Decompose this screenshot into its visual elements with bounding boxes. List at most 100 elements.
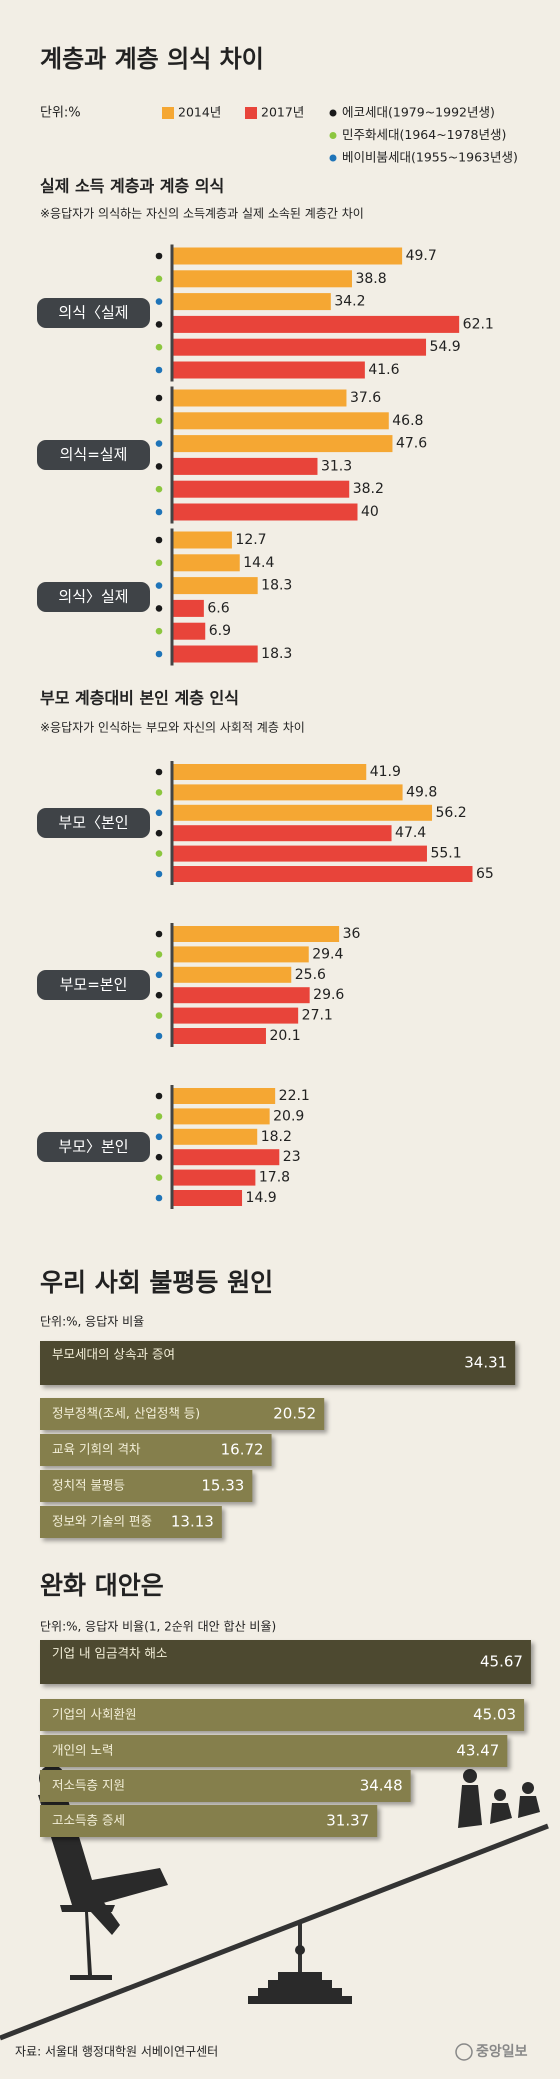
category-label: 부모=본인	[60, 976, 128, 994]
category-pill	[37, 808, 150, 838]
bar	[173, 845, 427, 862]
generation-dot	[155, 605, 163, 612]
bar	[173, 338, 427, 356]
generation-dot	[155, 951, 163, 958]
bar	[173, 622, 206, 640]
page-title: 계층과 계층 의식 차이	[40, 45, 264, 73]
legend-dot	[329, 154, 337, 162]
generation-dot	[155, 440, 163, 447]
bar	[173, 645, 258, 663]
category-label: 정부정책(조세, 산업정책 등)	[52, 1406, 200, 1421]
bar	[173, 531, 232, 549]
generation-dot	[155, 1153, 163, 1161]
person-body	[490, 1803, 512, 1824]
value-label: 49.7	[406, 248, 437, 264]
value-label: 29.6	[313, 987, 344, 1003]
bar	[173, 315, 460, 333]
generation-dot	[155, 508, 163, 516]
value-label: 20.9	[273, 1108, 304, 1124]
source: 자료: 서울대 행정대학원 서베이연구센터	[15, 2044, 218, 2059]
bar	[173, 270, 352, 288]
generation-dot	[155, 366, 163, 374]
value-label: 55.1	[430, 846, 461, 862]
category-label: 부모세대의 상속과 증여	[52, 1347, 175, 1362]
bar	[173, 361, 365, 379]
bar	[40, 1398, 325, 1430]
value-label: 18.3	[261, 578, 292, 594]
value-label: 37.6	[350, 390, 381, 406]
generation-dot	[155, 321, 163, 328]
person-head	[463, 1769, 477, 1783]
person-head	[494, 1789, 506, 1801]
value-label: 14.9	[246, 1190, 277, 1206]
value-label: 45.03	[473, 1706, 516, 1724]
category-label: 의식〉실제	[58, 588, 128, 606]
category-label: 의식=실제	[60, 446, 128, 464]
value-label: 20.52	[273, 1405, 316, 1423]
bar	[173, 784, 403, 801]
generation-dot	[155, 559, 163, 567]
bar	[173, 966, 292, 983]
generation-dot	[155, 485, 163, 493]
generation-dot	[155, 252, 163, 260]
generation-dot	[155, 650, 163, 658]
bar	[173, 1149, 280, 1166]
bar	[40, 1640, 531, 1684]
chart-title: 실제 소득 계층과 계층 의식	[40, 177, 224, 196]
category-pill	[37, 1132, 150, 1162]
bar	[40, 1470, 253, 1502]
person-body	[458, 1785, 482, 1828]
bar	[173, 764, 367, 780]
value-label: 13.13	[171, 1513, 214, 1531]
value-label: 17.8	[259, 1170, 290, 1186]
generation-dot	[155, 768, 163, 776]
bar	[173, 1088, 276, 1104]
generation-dot	[155, 1012, 163, 1019]
chart-note: ※응답자가 의식하는 자신의 소득계층과 실제 소속된 계층간 차이	[40, 207, 364, 221]
category-label: 기업 내 임금격차 해소	[52, 1646, 167, 1661]
value-label: 41.6	[368, 362, 399, 378]
value-label: 34.2	[334, 294, 365, 310]
generation-dot	[155, 275, 163, 283]
category-label: 부모〈본인	[58, 814, 128, 832]
legend-dot	[329, 132, 337, 139]
chair	[60, 1905, 115, 1980]
bar	[40, 1735, 508, 1767]
generation-dot	[155, 971, 163, 979]
value-label: 6.6	[207, 600, 229, 616]
logo: 중앙일보	[476, 2043, 528, 2060]
bar	[173, 389, 347, 407]
chart-note: 단위:%, 응답자 비율	[40, 1315, 144, 1329]
bar	[173, 1108, 270, 1125]
step	[268, 1980, 332, 1988]
bar	[173, 599, 204, 617]
value-label: 47.6	[396, 436, 427, 452]
bar	[173, 987, 310, 1004]
category-label: 정치적 불평등	[52, 1478, 125, 1493]
bar	[173, 825, 392, 842]
chart-note: 단위:%, 응답자 비율(1, 2순위 대안 합산 비율)	[40, 1620, 276, 1634]
bar	[173, 554, 240, 572]
category-pill	[37, 582, 150, 612]
legend-label: 에코세대(1979~1992년생)	[342, 105, 495, 120]
bar	[173, 1007, 299, 1024]
legend-dot	[329, 109, 337, 117]
bar	[173, 435, 393, 453]
bar	[40, 1805, 378, 1837]
value-label: 54.9	[430, 339, 461, 355]
generation-dot	[155, 298, 163, 305]
generation-dot	[155, 582, 163, 589]
value-label: 25.6	[295, 967, 326, 983]
bar	[173, 577, 258, 595]
generation-dot	[155, 463, 163, 470]
bar	[173, 866, 473, 882]
value-label: 31.3	[321, 458, 352, 474]
category-pill	[37, 440, 150, 470]
category-label: 개인의 노력	[52, 1743, 113, 1758]
value-label: 62.1	[463, 316, 494, 332]
generation-dot	[155, 991, 163, 999]
person-head	[522, 1782, 534, 1794]
value-label: 36	[343, 926, 361, 942]
value-label: 31.37	[326, 1812, 369, 1830]
generation-dot	[155, 850, 163, 857]
